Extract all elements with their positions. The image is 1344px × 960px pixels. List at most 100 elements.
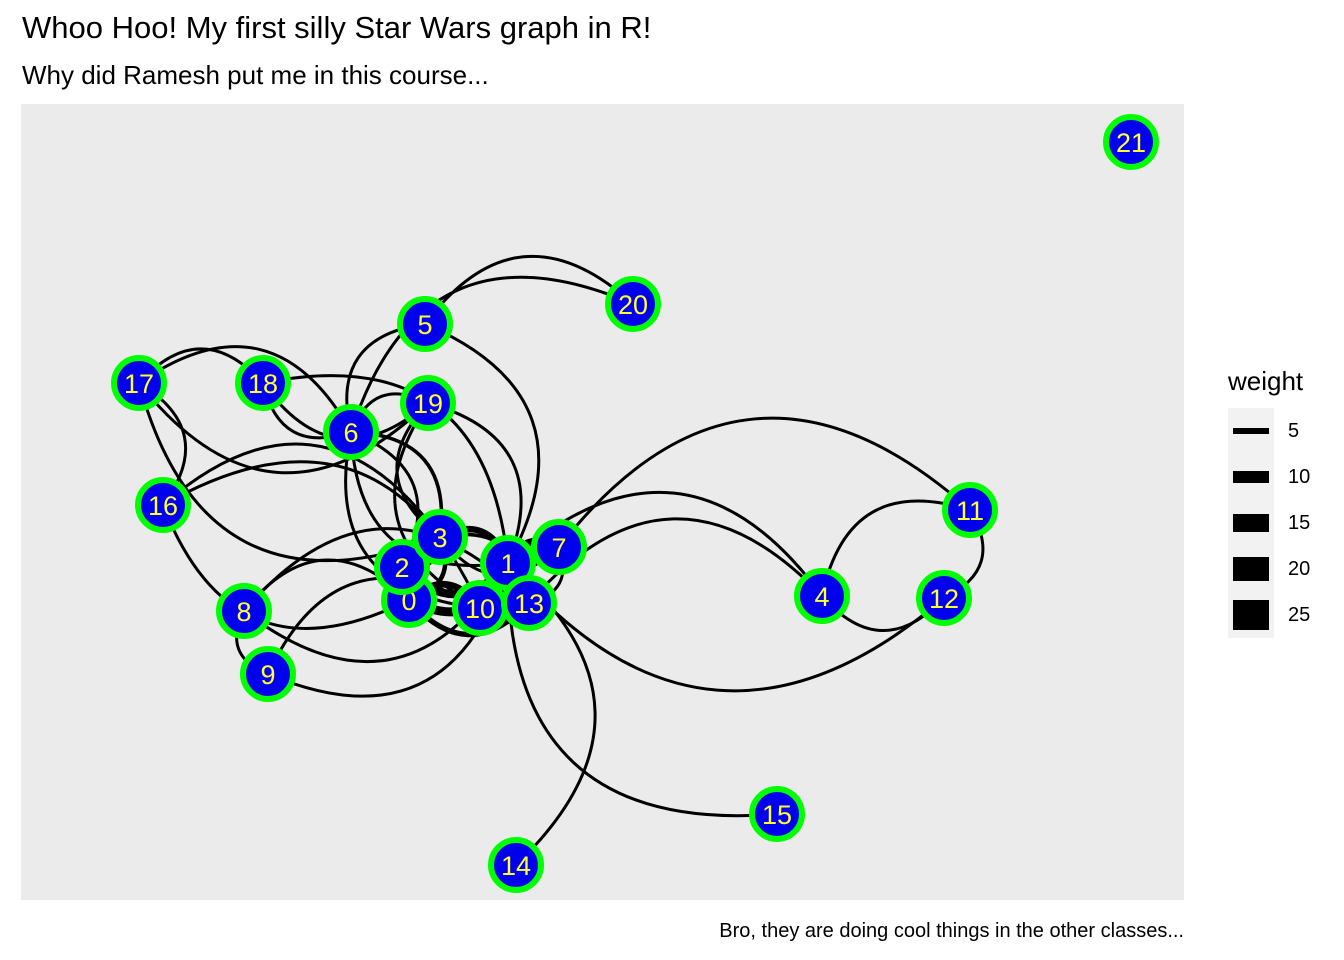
node-circle-4 [794, 568, 850, 624]
legend-swatch [1233, 600, 1269, 630]
node-8: 8 [216, 583, 272, 639]
node-2: 2 [374, 539, 430, 595]
node-label-16: 16 [148, 491, 178, 521]
chart-subtitle: Why did Ramesh put me in this course... [22, 60, 489, 90]
node-circle-15 [749, 786, 805, 842]
node-label-11: 11 [956, 496, 984, 526]
edge-17-19 [137, 381, 430, 475]
legend-swatch [1233, 471, 1269, 483]
node-circle-9 [240, 646, 296, 702]
legend-entry: 10 [1228, 454, 1328, 500]
node-21: 21 [1103, 114, 1159, 170]
node-14: 14 [488, 837, 544, 893]
edge-11-7 [557, 416, 972, 549]
node-circle-19 [400, 375, 456, 431]
node-circle-8 [216, 583, 272, 639]
legend-key [1228, 454, 1274, 500]
legend-entry: 15 [1228, 500, 1328, 546]
node-9: 9 [240, 646, 296, 702]
legend-key [1228, 408, 1274, 454]
legend: 5 10 15 20 25 [1228, 408, 1328, 638]
node-label-14: 14 [501, 851, 531, 881]
node-label-8: 8 [236, 597, 251, 627]
legend-swatch [1233, 428, 1269, 434]
node-18: 18 [235, 355, 291, 411]
node-circle-11 [942, 482, 998, 538]
node-label-7: 7 [551, 533, 566, 563]
edge-4-11 [820, 499, 972, 598]
legend-label: 20 [1288, 558, 1311, 580]
chart-title: Whoo Hoo! My first silly Star Wars graph… [22, 10, 652, 45]
node-label-1: 1 [500, 549, 515, 579]
node-13: 13 [501, 575, 557, 631]
legend-label: 15 [1288, 512, 1311, 534]
node-circle-20 [605, 276, 661, 332]
node-circle-12 [916, 570, 972, 626]
node-label-3: 3 [432, 523, 447, 553]
edge-6-10 [344, 430, 482, 610]
node-19: 19 [400, 375, 456, 431]
node-label-18: 18 [248, 369, 278, 399]
node-label-15: 15 [762, 800, 792, 830]
legend-title: weight [1228, 366, 1304, 396]
legend-key [1228, 546, 1274, 592]
node-label-5: 5 [417, 310, 432, 340]
edge-15-1 [506, 561, 779, 818]
node-1: 1 [480, 535, 536, 591]
node-circle-6 [323, 404, 379, 460]
node-20: 20 [605, 276, 661, 332]
node-10: 10 [452, 580, 508, 636]
node-label-20: 20 [618, 290, 648, 320]
node-label-17: 17 [124, 369, 154, 399]
node-circle-7 [531, 519, 587, 575]
node-17: 17 [111, 355, 167, 411]
node-label-2: 2 [394, 553, 409, 583]
node-circle-13 [501, 575, 557, 631]
edge-19-10 [393, 401, 482, 610]
node-label-9: 9 [260, 660, 275, 690]
node-label-12: 12 [929, 584, 959, 614]
edge-5-1 [423, 322, 541, 565]
legend-entry: 5 [1228, 408, 1328, 454]
legend-label: 5 [1288, 420, 1300, 442]
node-circle-21 [1103, 114, 1159, 170]
legend-swatch [1233, 557, 1269, 581]
node-11: 11 [942, 482, 998, 538]
edge-5-20 [423, 254, 635, 326]
legend-entry: 20 [1228, 546, 1328, 592]
node-6: 6 [323, 404, 379, 460]
node-7: 7 [531, 519, 587, 575]
node-label-6: 6 [343, 418, 358, 448]
legend-swatch [1233, 514, 1269, 532]
node-label-21: 21 [1116, 128, 1146, 158]
node-12: 12 [916, 570, 972, 626]
edge-9-10 [266, 576, 482, 676]
node-circle-17 [111, 355, 167, 411]
node-label-19: 19 [413, 389, 443, 419]
node-circle-2 [374, 539, 430, 595]
edge-19-1 [426, 401, 523, 565]
node-15: 15 [749, 786, 805, 842]
node-16: 16 [135, 477, 191, 533]
node-circle-18 [235, 355, 291, 411]
legend-key [1228, 592, 1274, 638]
legend-entry: 25 [1228, 592, 1328, 638]
node-5: 5 [397, 296, 453, 352]
node-label-13: 13 [514, 589, 544, 619]
node-circle-5 [397, 296, 453, 352]
node-circle-14 [488, 837, 544, 893]
edge-17-6 [137, 345, 353, 434]
node-4: 4 [794, 568, 850, 624]
node-circle-16 [135, 477, 191, 533]
legend-label: 25 [1288, 604, 1311, 626]
node-label-10: 10 [465, 594, 495, 624]
edge-12-1 [506, 561, 946, 693]
node-label-4: 4 [814, 582, 829, 612]
chart-caption: Bro, they are doing cool things in the o… [719, 920, 1184, 942]
node-circle-3 [412, 509, 468, 565]
node-3: 3 [412, 509, 468, 565]
edge-16-3 [161, 442, 442, 539]
legend-label: 10 [1288, 466, 1311, 488]
